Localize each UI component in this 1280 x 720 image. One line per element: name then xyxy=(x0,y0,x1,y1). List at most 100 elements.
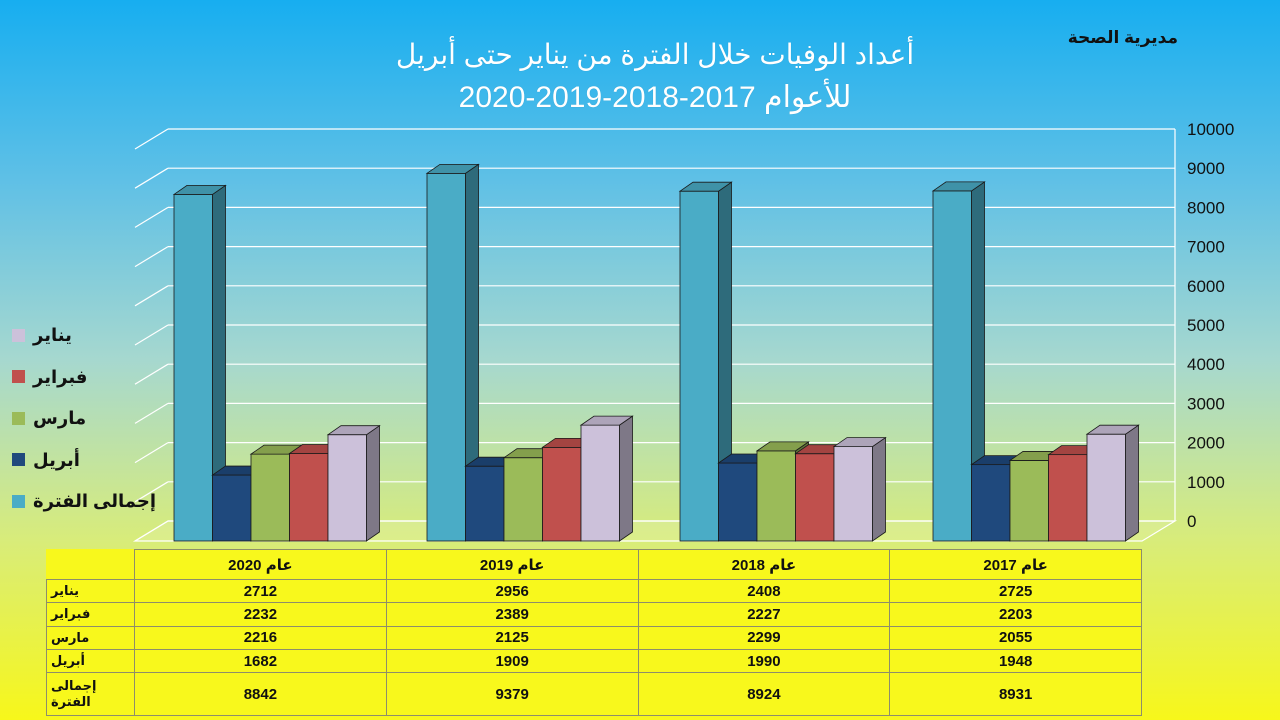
chart-subtitle: للأعوام 2017-2018-2019-2020 xyxy=(458,81,852,114)
bar-top xyxy=(425,163,480,174)
table-cell: 2216 xyxy=(134,625,387,650)
row-label: يناير xyxy=(46,578,135,604)
table-row: إجمالى الفترة 8842 9379 8924 8931 xyxy=(46,672,1142,716)
bar-front xyxy=(289,453,329,542)
row-label: إجمالى الفترة xyxy=(46,672,135,716)
bar-front xyxy=(1009,460,1049,542)
table-corner xyxy=(46,549,135,580)
legend-label: مارس xyxy=(33,408,87,428)
bar-front xyxy=(718,462,758,542)
y-tick-label: 8000 xyxy=(1187,198,1225,217)
bar-front xyxy=(580,424,620,542)
gridline-side xyxy=(134,520,169,542)
legend-label: أبريل xyxy=(33,449,80,470)
legend-swatch xyxy=(12,328,25,342)
table-cell: 1990 xyxy=(637,648,891,674)
bar-side xyxy=(619,415,633,542)
table-cell: 2299 xyxy=(637,625,891,650)
table-cell: 1948 xyxy=(889,648,1142,674)
table-cell: 8931 xyxy=(889,672,1142,716)
bar-front xyxy=(426,172,466,542)
table-cell: 2125 xyxy=(385,625,639,650)
bar-front xyxy=(1086,433,1126,542)
bar-top xyxy=(326,425,381,436)
bar-front xyxy=(1048,454,1088,542)
table-cell: 2227 xyxy=(637,602,891,627)
gridline-side xyxy=(134,167,169,189)
bar-top xyxy=(755,441,810,452)
gridline-side xyxy=(134,128,169,150)
gridline-side xyxy=(134,442,169,464)
bar-side xyxy=(872,436,886,542)
gridline-side xyxy=(134,324,169,346)
table-cell: 8842 xyxy=(134,672,387,716)
bar-front xyxy=(679,190,719,542)
bar-front xyxy=(542,446,582,542)
legend-label: فبراير xyxy=(33,366,88,387)
bar xyxy=(172,184,227,542)
table-header: عام 2017 xyxy=(889,549,1142,580)
table-row: مارس 2216 2125 2299 2055 xyxy=(46,625,1142,650)
table-cell: 2055 xyxy=(889,625,1142,650)
bar-front xyxy=(756,450,796,542)
bar-front xyxy=(971,464,1011,542)
table-cell: 2203 xyxy=(889,602,1142,627)
chart-legend: يناير فبراير مارس أبريل إجمالى الفترة xyxy=(12,322,156,530)
bar xyxy=(425,163,480,542)
legend-swatch xyxy=(12,494,25,508)
chart-title: أعداد الوفيات خلال الفترة من يناير حتى أ… xyxy=(395,39,915,70)
bar-front xyxy=(212,474,252,542)
bar-top xyxy=(172,184,227,195)
bar xyxy=(678,181,733,542)
bar xyxy=(832,436,887,542)
y-tick-label: 3000 xyxy=(1187,394,1225,413)
gridline-side xyxy=(134,246,169,268)
table-cell: 8924 xyxy=(637,672,891,716)
row-label: مارس xyxy=(46,625,135,650)
table-cell: 1682 xyxy=(134,648,387,674)
y-tick-label: 7000 xyxy=(1187,238,1225,257)
bar-top xyxy=(931,181,986,192)
gridline-side xyxy=(134,285,169,307)
legend-item-period-total: إجمالى الفترة xyxy=(12,488,156,514)
y-tick-label: 1000 xyxy=(1187,473,1225,492)
legend-label: يناير xyxy=(33,325,72,345)
bar-top xyxy=(1085,424,1140,435)
table-header: عام 2018 xyxy=(637,549,891,580)
gridline-side xyxy=(134,481,169,503)
table-cell: 2712 xyxy=(134,578,387,604)
legend-swatch xyxy=(12,411,25,425)
table-cell: 2408 xyxy=(637,578,891,604)
bar-front xyxy=(833,446,873,542)
table-header-row: عام 2020 عام 2019 عام 2018 عام 2017 xyxy=(46,549,1142,580)
y-axis-tick-labels: 0 1000 2000 3000 4000 5000 6000 7000 8000 9000 100… xyxy=(1187,120,1234,531)
table-header: عام 2020 xyxy=(134,549,387,580)
gridline-side xyxy=(134,363,169,385)
bar xyxy=(1085,424,1140,542)
table-cell: 2725 xyxy=(889,578,1142,604)
bar xyxy=(579,415,634,542)
bar-front xyxy=(465,465,505,542)
chart-bars xyxy=(172,163,1140,542)
row-label: أبريل xyxy=(46,648,135,674)
table-cell: 9379 xyxy=(385,672,639,716)
table-cell: 2232 xyxy=(134,602,387,627)
y-tick-label: 9000 xyxy=(1187,159,1225,178)
bar-front xyxy=(503,457,543,542)
y-tick-label: 10000 xyxy=(1187,120,1234,139)
bar-top xyxy=(832,437,887,448)
bar-top xyxy=(579,415,634,426)
y-tick-label: 5000 xyxy=(1187,316,1225,335)
bar-front xyxy=(250,453,290,542)
y-tick-label: 2000 xyxy=(1187,434,1225,453)
table-cell: 2956 xyxy=(385,578,639,604)
table-row: فبراير 2232 2389 2227 2203 xyxy=(46,602,1142,627)
bar-front xyxy=(795,453,835,542)
table-row: يناير 2712 2956 2408 2725 xyxy=(46,578,1142,604)
y-tick-label: 4000 xyxy=(1187,355,1225,374)
gridline-side xyxy=(134,402,169,424)
data-table: عام 2020 عام 2019 عام 2018 عام 2017 يناي… xyxy=(46,549,1142,716)
legend-item-january: يناير xyxy=(12,322,142,348)
legend-item-february: فبراير xyxy=(12,364,142,390)
bar-side xyxy=(1125,424,1139,542)
